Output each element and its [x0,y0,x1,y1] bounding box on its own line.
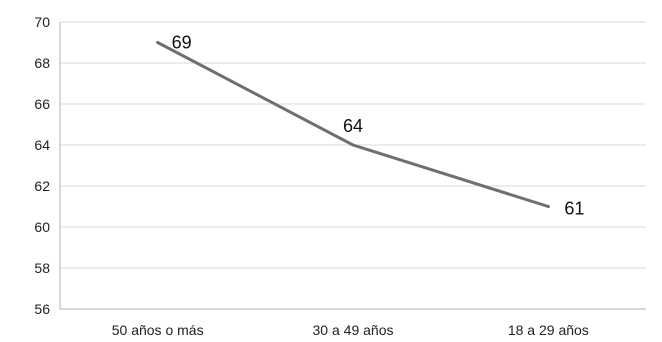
y-tick-label: 56 [34,301,50,317]
x-tick-label: 30 a 49 años [313,322,394,338]
data-label: 64 [343,116,363,136]
y-axis-ticks: 56 58 60 62 64 66 68 70 [34,14,50,317]
series-layer [156,41,550,208]
y-tick-label: 66 [34,96,50,112]
y-tick-label: 60 [34,219,50,235]
data-point [546,205,550,208]
y-tick-label: 70 [34,14,50,30]
x-tick-label: 18 a 29 años [508,322,589,338]
y-tick-label: 64 [34,137,50,153]
y-tick-label: 68 [34,55,50,71]
data-point [156,41,160,44]
gridlines [59,21,646,310]
data-point [351,143,355,147]
x-tick-label: 50 años o más [112,322,204,338]
y-tick-label: 58 [34,260,50,276]
data-labels: 69 64 61 [172,33,585,219]
data-label: 69 [172,33,192,53]
data-label: 61 [564,199,584,219]
x-axis-labels: 50 años o más 30 a 49 años 18 a 29 años [112,322,589,338]
y-tick-label: 62 [34,178,50,194]
